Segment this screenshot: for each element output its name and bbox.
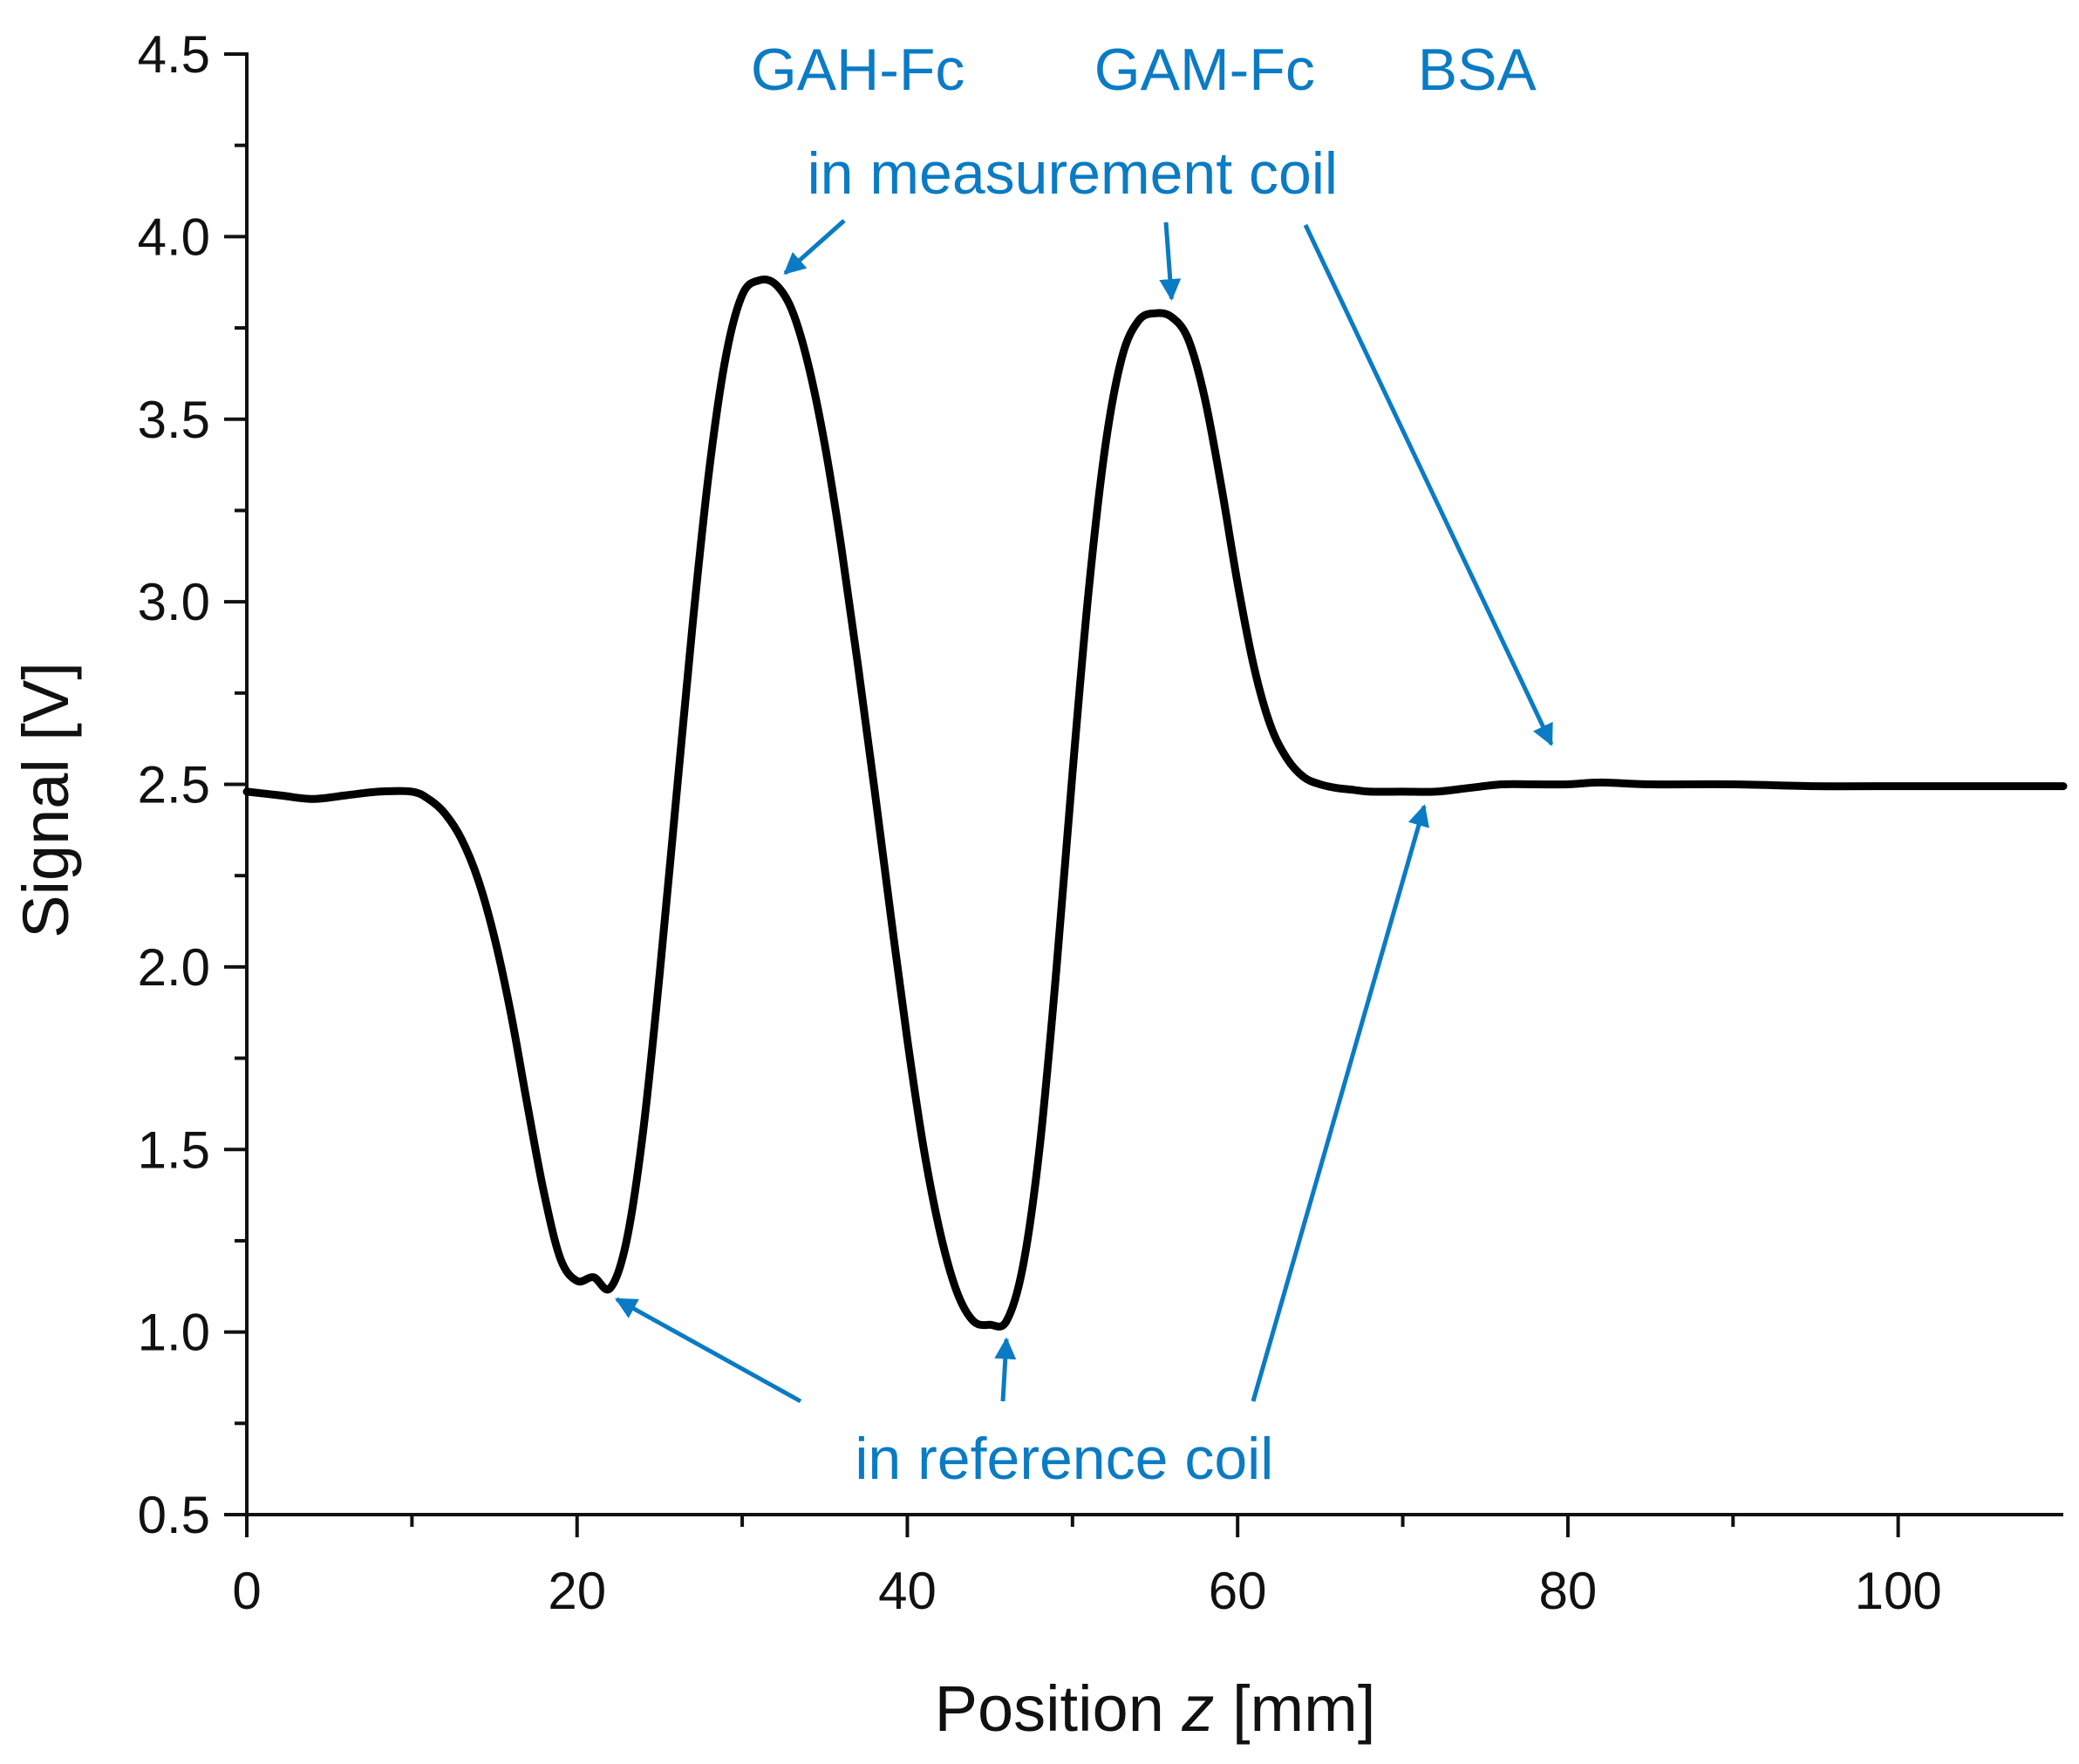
annotation-arrow-measurement bbox=[1303, 223, 1554, 746]
x-tick-label: 100 bbox=[1855, 1562, 1942, 1620]
x-axis-title-suffix: [mm] bbox=[1214, 1672, 1375, 1745]
y-tick-label: 0.5 bbox=[138, 1486, 210, 1544]
x-tick-label: 40 bbox=[878, 1562, 937, 1620]
label-in-reference-coil: in reference coil bbox=[855, 1426, 1273, 1492]
annotation-arrow-measurement bbox=[1159, 221, 1182, 302]
x-tick-label: 60 bbox=[1209, 1562, 1267, 1620]
x-axis-title-prefix: Position bbox=[935, 1672, 1183, 1745]
annotation-layer: GAH-Fc GAM-Fc BSA in measurement coil in… bbox=[751, 37, 1537, 1492]
y-axis-title: Signal [V] bbox=[10, 662, 82, 938]
label-bsa: BSA bbox=[1418, 37, 1537, 103]
y-tick-label: 3.0 bbox=[138, 573, 210, 631]
x-axis-title-variable: z bbox=[1181, 1672, 1214, 1745]
y-tick-label: 2.0 bbox=[138, 938, 210, 997]
y-tick-label: 4.5 bbox=[138, 25, 210, 84]
axes: 0.5 1.0 1.5 2.0 2.5 3.0 3.5 4.0 4.5 0 20 40 60 80 100 bbox=[138, 25, 2063, 1620]
y-tick-label: 4.0 bbox=[138, 208, 210, 266]
annotation-arrow-reference bbox=[994, 1337, 1017, 1402]
arrows-layer bbox=[614, 219, 1554, 1404]
series-layer bbox=[242, 276, 2068, 1331]
label-gam-fc: GAM-Fc bbox=[1094, 37, 1315, 103]
x-tick-label: 20 bbox=[548, 1562, 606, 1620]
y-tick-label: 1.5 bbox=[138, 1120, 210, 1179]
annotation-arrow-reference bbox=[614, 1297, 802, 1404]
label-in-measurement-coil: in measurement coil bbox=[808, 140, 1338, 207]
y-tick-label: 1.0 bbox=[138, 1304, 210, 1362]
annotation-arrow-measurement bbox=[783, 219, 846, 276]
y-tick-label: 3.5 bbox=[138, 391, 210, 449]
x-tick-label: 0 bbox=[232, 1562, 261, 1620]
x-tick-label: 80 bbox=[1539, 1562, 1598, 1620]
annotation-arrow-reference bbox=[1251, 804, 1429, 1402]
label-gah-fc: GAH-Fc bbox=[751, 37, 965, 103]
x-axis-title: Position z [mm] bbox=[935, 1672, 1376, 1745]
series-line-signal bbox=[242, 276, 2068, 1331]
y-tick-label: 2.5 bbox=[138, 756, 210, 814]
